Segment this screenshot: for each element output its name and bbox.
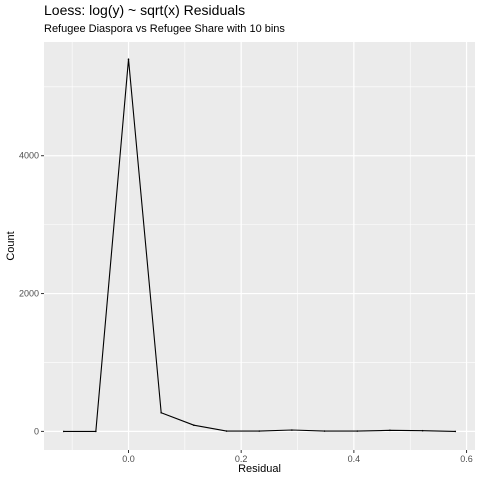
data-point xyxy=(127,58,130,61)
chart-title: Loess: log(y) ~ sqrt(x) Residuals xyxy=(44,2,245,18)
data-point xyxy=(160,411,162,414)
chart-subtitle: Refugee Diaspora vs Refugee Share with 1… xyxy=(44,23,285,35)
y-tick-label: 0 xyxy=(34,426,39,436)
data-point xyxy=(258,430,261,432)
x-tick-label: 0.6 xyxy=(460,454,473,464)
data-point xyxy=(95,430,97,433)
x-axis-title: Residual xyxy=(238,463,281,475)
data-point xyxy=(323,430,326,432)
y-axis: 0 2000 4000 xyxy=(19,151,44,436)
series-layer xyxy=(62,58,457,433)
data-point xyxy=(193,424,195,426)
data-point xyxy=(62,430,65,433)
y-axis-title: Count xyxy=(5,231,17,260)
data-point xyxy=(421,429,424,432)
data-point xyxy=(389,429,391,432)
y-tick-label: 4000 xyxy=(19,151,39,161)
plot-panel xyxy=(44,42,475,450)
data-point xyxy=(454,430,457,433)
x-axis: 0.0 0.2 0.4 0.6 xyxy=(122,450,473,464)
data-point xyxy=(225,430,228,432)
grid-minor xyxy=(44,42,475,450)
y-tick-label: 2000 xyxy=(19,289,39,299)
data-point xyxy=(356,430,359,432)
x-tick-label: 0.4 xyxy=(348,454,361,464)
grid-major xyxy=(44,42,475,450)
data-point xyxy=(291,429,293,431)
x-tick-label: 0.2 xyxy=(235,454,248,464)
x-tick-label: 0.0 xyxy=(122,454,135,464)
